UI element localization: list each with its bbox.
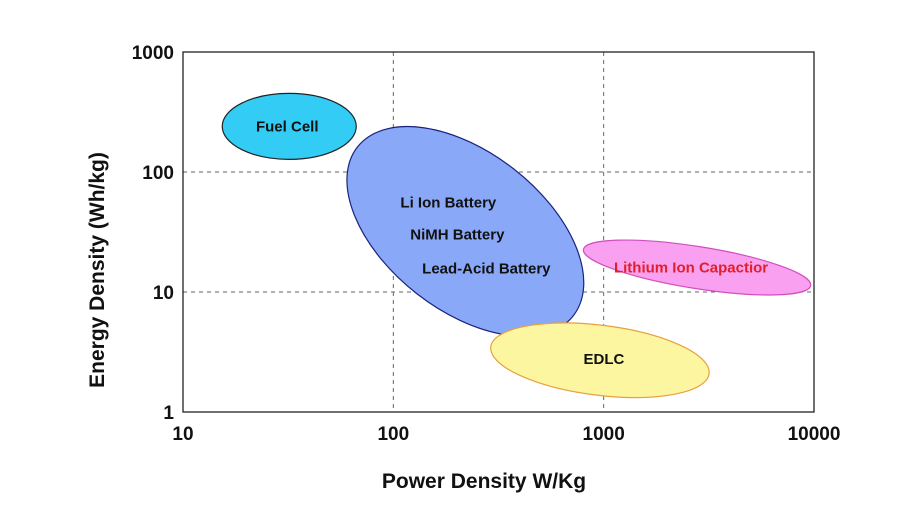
y-tick-label: 1000 xyxy=(132,43,174,64)
y-axis-label: Energy Density (Wh/kg) xyxy=(86,152,109,388)
y-tick-label: 10 xyxy=(153,283,174,304)
battery-label: NiMH Battery xyxy=(410,226,505,243)
edlc-label: EDLC xyxy=(584,351,625,368)
lithium-ion-capacitor-ellipse xyxy=(582,239,812,296)
region-lithium-ion-capacitor: Lithium Ion Capactior xyxy=(582,239,812,296)
region-battery: Li Ion Battery NiMH Battery Lead-Acid Batt… xyxy=(346,125,585,337)
y-ticks: 1 10 100 1000 xyxy=(132,43,175,424)
x-tick-label: 10000 xyxy=(788,424,841,445)
battery-label: Lead-Acid Battery xyxy=(422,260,551,277)
y-tick-label: 1 xyxy=(163,403,174,424)
x-tick-label: 10 xyxy=(172,424,193,445)
region-edlc: EDLC xyxy=(490,322,710,399)
y-tick-label: 100 xyxy=(142,163,174,184)
plot-frame xyxy=(182,51,815,413)
x-axis-label: Power Density W/Kg xyxy=(382,470,586,493)
lithium-ion-capacitor-label: Lithium Ion Capactior xyxy=(614,260,768,277)
x-tick-label: 1000 xyxy=(583,424,625,445)
battery-ellipse xyxy=(346,125,585,337)
fuel-cell-ellipse xyxy=(221,92,357,160)
regions: Fuel Cell Li Ion Battery NiMH Battery Lead-… xyxy=(221,92,812,399)
fuel-cell-label: Fuel Cell xyxy=(256,118,319,135)
x-ticks: 10 100 1000 10000 xyxy=(172,424,840,445)
edlc-ellipse xyxy=(490,322,710,399)
x-tick-label: 100 xyxy=(377,424,409,445)
battery-label: Li Ion Battery xyxy=(400,194,497,211)
region-fuel-cell: Fuel Cell xyxy=(221,92,357,160)
